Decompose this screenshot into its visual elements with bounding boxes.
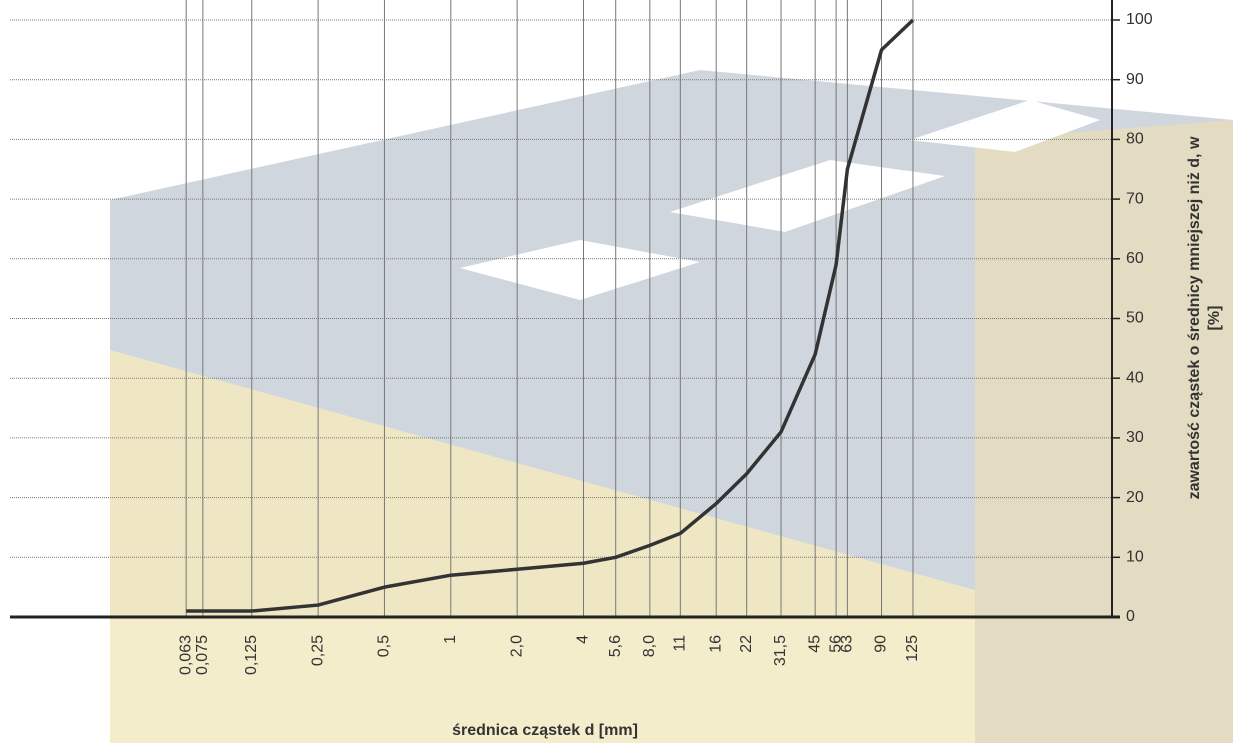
y-tick-label: 60 xyxy=(1126,250,1144,267)
x-tick-label: 0,063 xyxy=(177,635,194,675)
x-axis-label: średnica cząstek d [mm] xyxy=(452,722,638,739)
y-tick-label: 30 xyxy=(1126,429,1144,446)
x-tick-label: 8,0 xyxy=(641,635,658,657)
x-tick-label: 2,0 xyxy=(508,635,525,657)
y-tick-label: 50 xyxy=(1126,310,1144,327)
y-tick-label: 90 xyxy=(1126,71,1144,88)
y-tick-label: 80 xyxy=(1126,131,1144,148)
x-tick-label: 45 xyxy=(806,635,823,653)
y-axis-label-line: zawartość cząstek o średnicy mniejszej n… xyxy=(1186,136,1203,499)
x-tick-label: 0,125 xyxy=(243,635,260,675)
x-tick-label: 63 xyxy=(839,635,856,653)
x-tick-label: 125 xyxy=(904,635,921,662)
y-tick-label: 70 xyxy=(1126,190,1144,207)
x-tick-label: 22 xyxy=(738,635,755,653)
y-tick-label: 20 xyxy=(1126,489,1144,506)
x-tick-label: 56 xyxy=(827,635,844,653)
y-tick-label: 0 xyxy=(1126,608,1135,625)
y-axis-label-line: [%] xyxy=(1206,306,1223,331)
y-tick-label: 10 xyxy=(1126,549,1144,566)
y-tick-label: 40 xyxy=(1126,369,1144,386)
x-tick-label: 11 xyxy=(672,635,689,652)
x-tick-label: 0,075 xyxy=(194,635,211,675)
x-tick-label: 31,5 xyxy=(772,635,789,666)
x-tick-label: 5,6 xyxy=(607,635,624,657)
x-tick-label: 90 xyxy=(873,635,890,653)
x-tick-label: 1 xyxy=(442,635,459,644)
x-tick-label: 0,5 xyxy=(376,635,393,657)
curve xyxy=(186,18,915,613)
y-tick-label: 100 xyxy=(1126,11,1153,28)
x-tick-label: 4 xyxy=(575,635,592,644)
x-tick-label: 0,25 xyxy=(309,635,326,666)
y-axis-label: zawartość cząstek o średnicy mniejszej n… xyxy=(1186,136,1223,499)
x-tick-label: 16 xyxy=(707,635,724,653)
background-photo xyxy=(110,70,1233,743)
